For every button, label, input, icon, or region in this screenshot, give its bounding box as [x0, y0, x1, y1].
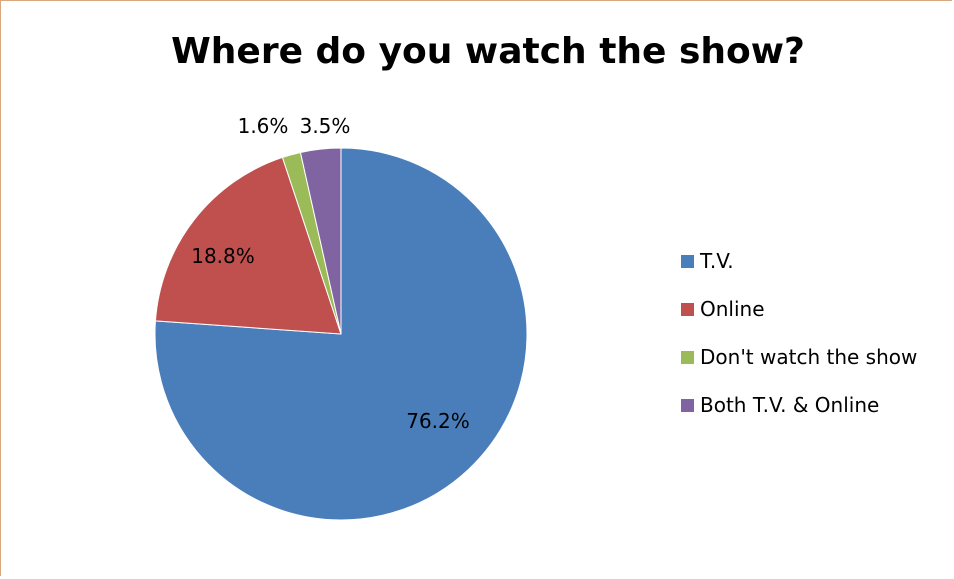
legend-item-tv: T.V. — [681, 249, 951, 273]
legend-label-online: Online — [700, 297, 765, 321]
legend-swatch-tv — [681, 254, 694, 268]
data-label-dont-watch: 1.6% — [238, 114, 289, 138]
legend-swatch-online — [681, 302, 694, 316]
pie-slice-online — [154, 156, 342, 335]
legend-label-dont-watch: Don't watch the show — [700, 345, 918, 369]
data-label-online: 18.8% — [191, 244, 255, 268]
legend-label-tv: T.V. — [700, 249, 734, 273]
data-label-both: 3.5% — [300, 114, 351, 138]
legend-item-online: Online — [681, 297, 951, 321]
legend-label-both: Both T.V. & Online — [700, 393, 880, 417]
chart-title: Where do you watch the show? — [171, 31, 805, 72]
legend-item-both: Both T.V. & Online — [681, 393, 951, 417]
legend-item-dont-watch: Don't watch the show — [681, 345, 951, 369]
legend: T.V. Online Don't watch the show Both T.… — [681, 249, 951, 441]
legend-swatch-dont-watch — [681, 350, 694, 364]
pie-slice-both — [299, 147, 342, 335]
data-label-tv: 76.2% — [406, 409, 470, 433]
legend-swatch-both — [681, 398, 694, 412]
